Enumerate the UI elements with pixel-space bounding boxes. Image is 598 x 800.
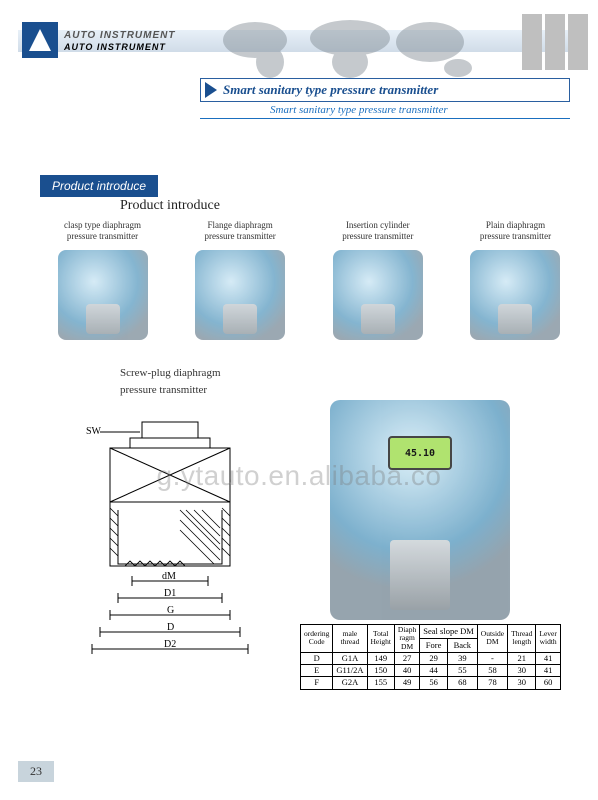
product-row: clasp type diaphragmpressure transmitter… (40, 220, 578, 340)
cell: 68 (447, 677, 477, 689)
cell: 27 (394, 652, 419, 664)
lcd-display: 45.10 (388, 436, 452, 470)
th-code: orderingCode (301, 625, 333, 653)
product-label: Flange diaphragmpressure transmitter (178, 220, 303, 244)
cell: 49 (394, 677, 419, 689)
cell: 29 (420, 652, 448, 664)
cell: 44 (420, 665, 448, 677)
cell: F (301, 677, 333, 689)
table-row: D G1A 149 27 29 39 - 21 41 (301, 652, 561, 664)
cell: D (301, 652, 333, 664)
product-flange: Flange diaphragmpressure transmitter (178, 220, 303, 340)
product-clasp: clasp type diaphragmpressure transmitter (40, 220, 165, 340)
cell: 41 (536, 652, 561, 664)
title-callout: Smart sanitary type pressure transmitter (200, 78, 570, 102)
th-lever: Leverwidth (536, 625, 561, 653)
table-header-row: orderingCode malethread TotalHeight Diap… (301, 625, 561, 639)
technical-drawing: SW dM D1 G D D2 (70, 418, 270, 658)
brand-line1: AUTO INSTRUMENT (64, 30, 175, 41)
cell: - (477, 652, 507, 664)
cell: 41 (536, 665, 561, 677)
cell: 58 (477, 665, 507, 677)
title-sub: Smart sanitary type pressure transmitter (270, 104, 448, 116)
section-tag: Product introduce (40, 175, 158, 197)
th-tlen: Threadlength (508, 625, 536, 653)
cell: 21 (508, 652, 536, 664)
spec-table: orderingCode malethread TotalHeight Diap… (300, 624, 561, 690)
page-number: 23 (18, 761, 54, 782)
product-image (333, 250, 423, 340)
brand-logo (22, 22, 58, 58)
cell: 39 (447, 652, 477, 664)
product-label: Insertion cylinderpressure transmitter (315, 220, 440, 244)
label-d: D (167, 622, 174, 633)
cell: 78 (477, 677, 507, 689)
th-thread: malethread (333, 625, 367, 653)
th-diaph: DiaphragmDM (394, 625, 419, 653)
table-row: F G2A 155 49 56 68 78 30 60 (301, 677, 561, 689)
product-label: Plain diaphragmpressure transmitter (453, 220, 578, 244)
cell: E (301, 665, 333, 677)
side-tabs (522, 14, 588, 70)
cell: 30 (508, 665, 536, 677)
cell: 155 (367, 677, 394, 689)
screw-plug-product-image: 45.10 (330, 400, 510, 620)
table-row: E G11/2A 150 40 44 55 58 30 41 (301, 665, 561, 677)
world-map-graphic (200, 10, 500, 85)
title-underline (200, 118, 570, 119)
arrow-icon (205, 82, 217, 98)
label-g: G (167, 605, 174, 616)
label-d1: D1 (164, 588, 176, 599)
label-dm: dM (162, 571, 176, 582)
product-image (470, 250, 560, 340)
cell: G1A (333, 652, 367, 664)
catalog-page: AUTO INSTRUMENT AUTO INSTRUMENT Smart sa… (0, 0, 598, 800)
cell: G2A (333, 677, 367, 689)
screw-line1: Screw-plug diaphragm (120, 367, 221, 379)
cell: G11/2A (333, 665, 367, 677)
product-label: clasp type diaphragmpressure transmitter (40, 220, 165, 244)
section-subtitle: Product introduce (120, 198, 220, 214)
label-sw: SW (86, 426, 102, 437)
label-d2: D2 (164, 639, 176, 650)
th-back: Back (447, 638, 477, 652)
product-plain: Plain diaphragmpressure transmitter (453, 220, 578, 340)
th-height: TotalHeight (367, 625, 394, 653)
cell: 149 (367, 652, 394, 664)
th-fore: Fore (420, 638, 448, 652)
cell: 60 (536, 677, 561, 689)
title-main: Smart sanitary type pressure transmitter (223, 82, 438, 98)
cell: 150 (367, 665, 394, 677)
screw-line2: pressure transmitter (120, 384, 207, 396)
cell: 55 (447, 665, 477, 677)
cell: 30 (508, 677, 536, 689)
product-image (195, 250, 285, 340)
brand-line2: AUTO INSTRUMENT (64, 42, 166, 52)
th-outside: OutsideDM (477, 625, 507, 653)
th-seal-group: Seal slope DM (420, 625, 478, 639)
product-insertion: Insertion cylinderpressure transmitter (315, 220, 440, 340)
screw-plug-title: Screw-plug diaphragm pressure transmitte… (120, 365, 221, 398)
cell: 56 (420, 677, 448, 689)
product-image (58, 250, 148, 340)
cell: 40 (394, 665, 419, 677)
